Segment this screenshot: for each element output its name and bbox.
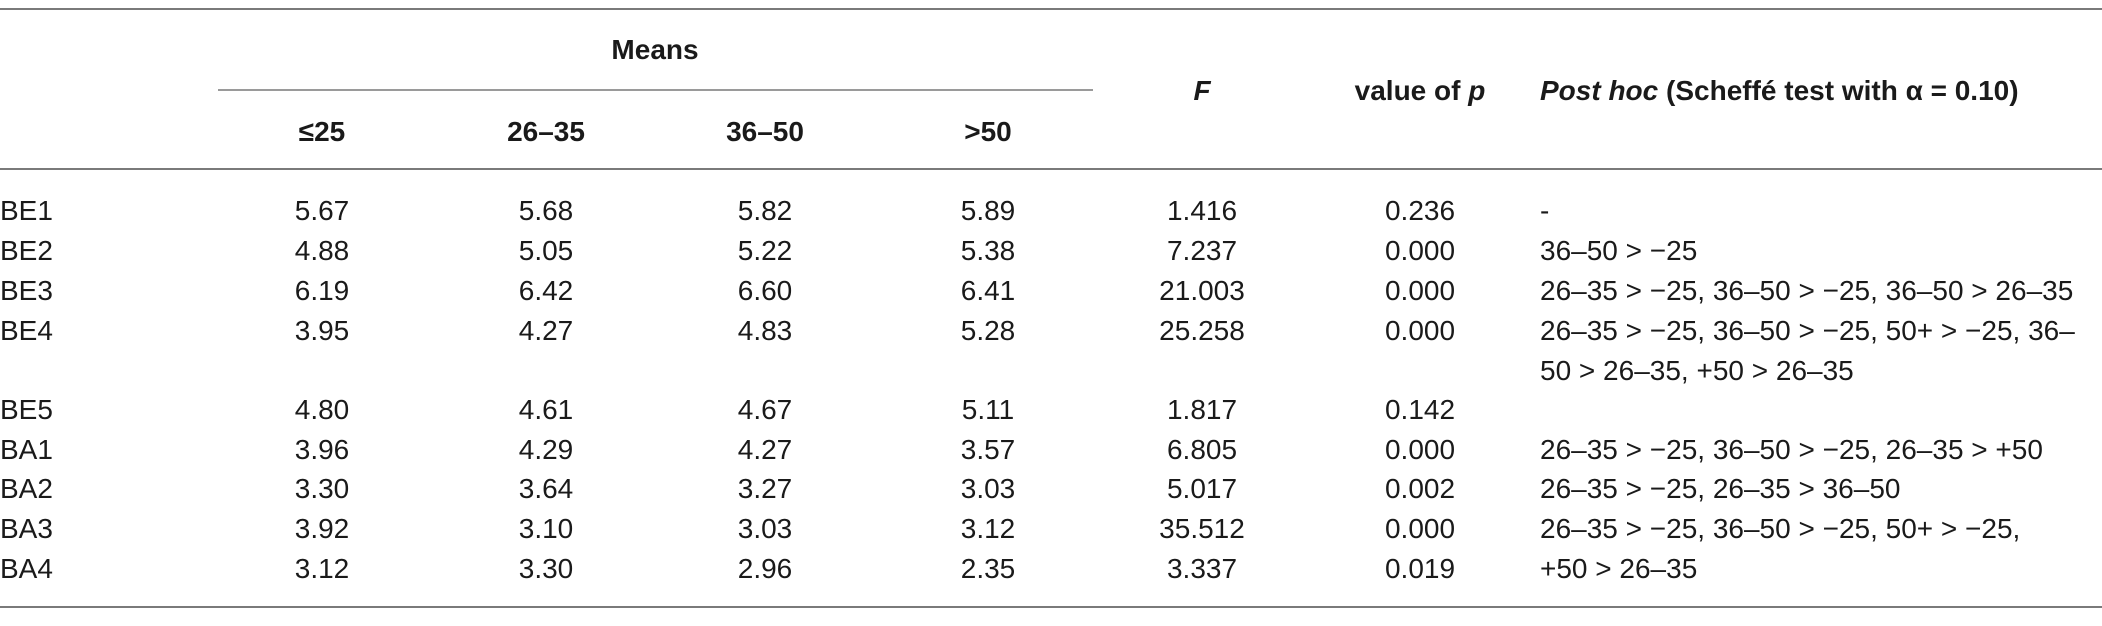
mean-cell: 6.60 — [737, 275, 793, 306]
posthoc-cell: 26–35 > −25, 26–35 > 36–50 — [1540, 473, 1901, 504]
mean-cell: 5.22 — [737, 235, 793, 266]
mean-cell: 5.89 — [960, 195, 1016, 226]
mean-cell: 6.42 — [518, 275, 574, 306]
mean-cell: 3.12 — [294, 553, 350, 584]
row-label: BA4 — [0, 553, 53, 584]
mean-cell: 5.05 — [518, 235, 574, 266]
mean-cell: 4.27 — [518, 315, 574, 346]
mean-cell: 4.29 — [518, 434, 574, 465]
row-label: BA1 — [0, 434, 53, 465]
p-value-cell: 0.000 — [1384, 275, 1456, 306]
mean-cell: 3.92 — [294, 513, 350, 544]
mean-cell: 3.96 — [294, 434, 350, 465]
mean-cell: 6.19 — [294, 275, 350, 306]
table-header-rule — [0, 168, 2102, 170]
f-value-cell: 25.258 — [1159, 315, 1245, 346]
mean-cell: 3.30 — [518, 553, 574, 584]
mean-cell: 4.27 — [737, 434, 793, 465]
p-value-cell: 0.000 — [1384, 513, 1456, 544]
p-value-cell: 0.142 — [1384, 394, 1456, 425]
row-label: BE4 — [0, 315, 53, 346]
posthoc-cell: 26–35 > −25, 36–50 > −25, 50+ > −25, — [1540, 513, 2021, 544]
mean-cell: 3.30 — [294, 473, 350, 504]
p-value-cell: 0.000 — [1384, 315, 1456, 346]
posthoc-header-italic: Post hoc — [1540, 75, 1659, 106]
p-value-cell: 0.002 — [1384, 473, 1456, 504]
mean-cell: 3.03 — [737, 513, 793, 544]
posthoc-header-rest: (Scheffé test with α = 0.10) — [1658, 75, 2019, 106]
age-group-header: 36–50 — [726, 116, 804, 147]
f-value-cell: 6.805 — [1166, 434, 1238, 465]
mean-cell: 2.96 — [737, 553, 793, 584]
mean-cell: 5.67 — [294, 195, 350, 226]
p-value-header-text: value of — [1354, 75, 1469, 106]
table-top-rule — [0, 8, 2102, 10]
posthoc-header: Post hoc (Scheffé test with α = 0.10) — [1540, 72, 2019, 110]
f-value-cell: 3.337 — [1166, 553, 1238, 584]
f-value-cell: 35.512 — [1159, 513, 1245, 544]
p-value-header: value of p — [1355, 72, 1486, 110]
row-label: BE2 — [0, 235, 53, 266]
mean-cell: 4.67 — [737, 394, 793, 425]
means-group-rule — [218, 89, 1093, 91]
mean-cell: 5.28 — [960, 315, 1016, 346]
posthoc-cell: 50 > 26–35, +50 > 26–35 — [1540, 355, 1854, 386]
mean-cell: 6.41 — [960, 275, 1016, 306]
mean-cell: 5.68 — [518, 195, 574, 226]
f-value-cell: 21.003 — [1159, 275, 1245, 306]
f-statistic-header: F — [1193, 75, 1211, 106]
p-value-cell: 0.000 — [1384, 434, 1456, 465]
row-label: BA2 — [0, 473, 53, 504]
mean-cell: 2.35 — [960, 553, 1016, 584]
age-group-header: 26–35 — [507, 116, 585, 147]
f-value-cell: 7.237 — [1166, 235, 1238, 266]
mean-cell: 4.61 — [518, 394, 574, 425]
posthoc-cell: 26–35 > −25, 36–50 > −25, 26–35 > +50 — [1540, 434, 2043, 465]
table-bottom-rule — [0, 606, 2102, 608]
mean-cell: 4.80 — [294, 394, 350, 425]
mean-cell: 3.10 — [518, 513, 574, 544]
row-label: BA3 — [0, 513, 53, 544]
f-value-cell: 1.416 — [1166, 195, 1238, 226]
mean-cell: 3.27 — [737, 473, 793, 504]
f-value-cell: 5.017 — [1166, 473, 1238, 504]
mean-cell: 3.12 — [960, 513, 1016, 544]
posthoc-cell: 36–50 > −25 — [1540, 235, 1698, 266]
row-label: BE1 — [0, 195, 53, 226]
mean-cell: 5.82 — [737, 195, 793, 226]
p-value-cell: 0.236 — [1384, 195, 1456, 226]
means-header: Means — [611, 34, 699, 65]
mean-cell: 5.38 — [960, 235, 1016, 266]
age-group-header: ≤25 — [298, 116, 346, 147]
posthoc-cell: 26–35 > −25, 36–50 > −25, 36–50 > 26–35 — [1540, 275, 2074, 306]
posthoc-cell: +50 > 26–35 — [1540, 553, 1698, 584]
p-value-cell: 0.019 — [1384, 553, 1456, 584]
f-value-cell: 1.817 — [1166, 394, 1238, 425]
posthoc-cell: - — [1540, 195, 1550, 226]
mean-cell: 5.11 — [961, 394, 1015, 425]
p-value-header-var: p — [1468, 75, 1486, 106]
mean-cell: 3.57 — [960, 434, 1016, 465]
mean-cell: 4.88 — [294, 235, 350, 266]
row-label: BE3 — [0, 275, 53, 306]
p-value-cell: 0.000 — [1384, 235, 1456, 266]
age-group-header: >50 — [964, 116, 1012, 147]
row-label: BE5 — [0, 394, 53, 425]
mean-cell: 3.95 — [294, 315, 350, 346]
posthoc-cell: 26–35 > −25, 36–50 > −25, 50+ > −25, 36– — [1540, 315, 2075, 346]
mean-cell: 4.83 — [737, 315, 793, 346]
mean-cell: 3.64 — [518, 473, 574, 504]
mean-cell: 3.03 — [960, 473, 1016, 504]
